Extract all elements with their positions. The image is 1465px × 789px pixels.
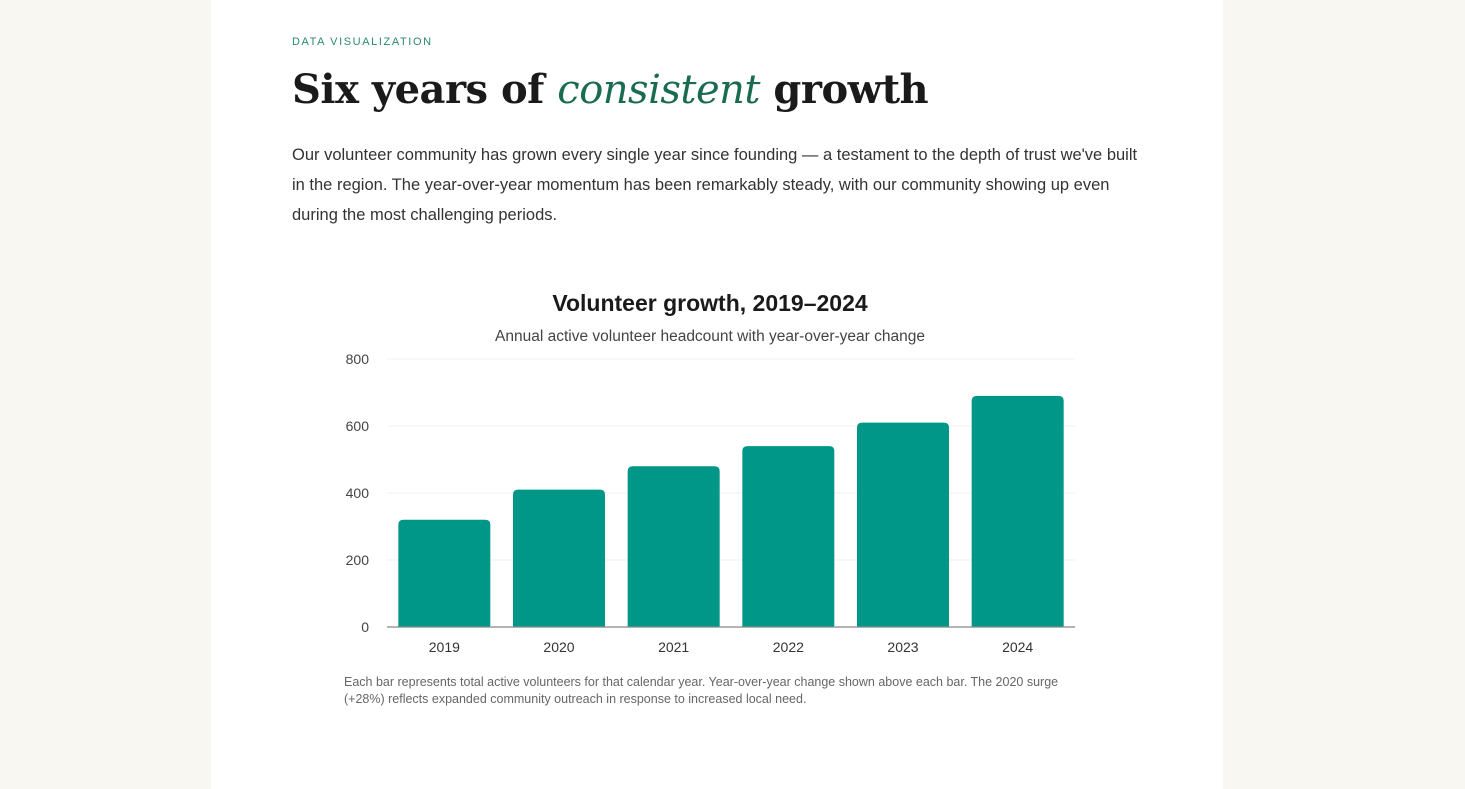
title-part: growth — [759, 66, 929, 113]
x-tick-label: 2023 — [887, 639, 918, 655]
y-tick-label: 400 — [346, 485, 370, 501]
bar-2020 — [513, 489, 605, 627]
bar-2019 — [398, 519, 491, 627]
x-tick-label: 2024 — [1002, 639, 1033, 655]
y-tick-label: 600 — [346, 418, 370, 434]
bar-2023 — [857, 422, 949, 627]
bar-2024 — [971, 395, 1064, 627]
chart-caption: Each bar represents total active volunte… — [344, 675, 1059, 706]
bar-2022 — [742, 446, 835, 627]
y-tick-label: 800 — [346, 351, 370, 367]
y-tick-label: 0 — [361, 619, 369, 635]
x-tick-label: 2020 — [543, 639, 574, 655]
page-title: Six years of consistent growth — [292, 66, 929, 113]
content-panel — [211, 0, 1223, 789]
title-emphasis: consistent — [557, 67, 760, 113]
x-tick-label: 2021 — [658, 639, 689, 655]
section-eyebrow: DATA VISUALIZATION — [292, 36, 433, 48]
chart-subtitle: Annual active volunteer headcount with y… — [495, 328, 925, 345]
intro-paragraph: Our volunteer community has grown every … — [292, 146, 1138, 224]
x-tick-label: 2022 — [773, 639, 804, 655]
x-tick-label: 2019 — [429, 639, 460, 655]
chart-title: Volunteer growth, 2019–2024 — [552, 290, 868, 316]
y-tick-label: 200 — [346, 552, 370, 568]
bar-2021 — [627, 466, 720, 627]
title-part: Six years of — [292, 66, 558, 113]
